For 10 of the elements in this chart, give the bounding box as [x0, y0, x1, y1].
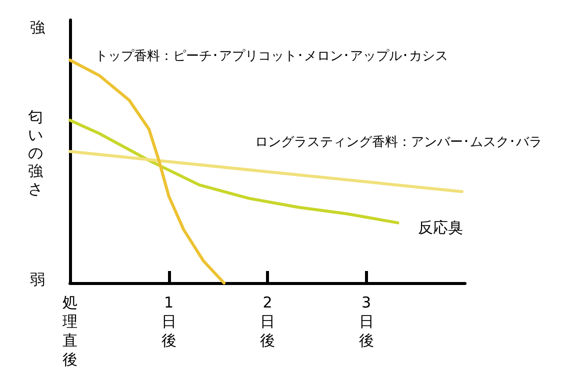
- x-tick-label: 1日後: [161, 294, 176, 350]
- x-tick-label: 3日後: [358, 294, 374, 350]
- y-axis-title: 匂いの強さ: [28, 108, 43, 198]
- series-label: ロングラスティング香料：アンバー･ムスク･バラ: [255, 135, 542, 150]
- series-label: トップ香料：ピーチ･アプリコット･メロン･アップル･カシス: [95, 49, 448, 64]
- series-label: 反応臭: [418, 218, 463, 236]
- x-tick-label: 2日後: [260, 294, 275, 350]
- text: 強: [30, 18, 45, 36]
- x-tick-label: 処理直後: [62, 294, 78, 368]
- text: 弱: [30, 270, 45, 288]
